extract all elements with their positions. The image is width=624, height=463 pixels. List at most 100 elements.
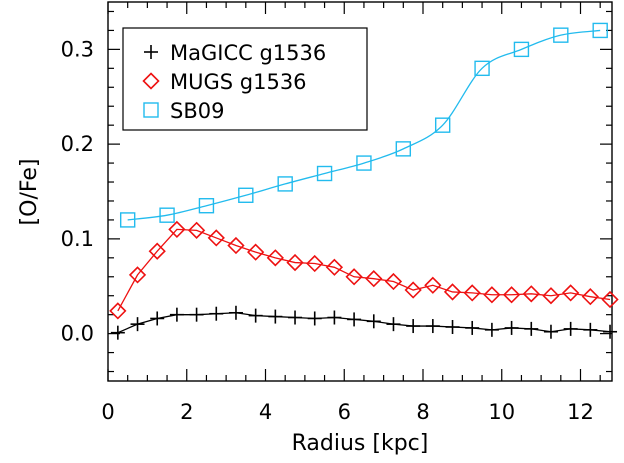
data-point bbox=[228, 305, 243, 320]
data-point bbox=[119, 212, 136, 228]
data-point bbox=[327, 310, 342, 325]
x-tick-label: 12 bbox=[567, 400, 594, 424]
data-point bbox=[406, 319, 421, 334]
x-tick-label: 6 bbox=[338, 400, 351, 424]
data-point bbox=[404, 281, 422, 299]
data-point bbox=[286, 253, 304, 272]
data-point bbox=[543, 324, 558, 339]
data-point bbox=[601, 290, 619, 309]
data-point bbox=[209, 306, 224, 321]
data-point bbox=[316, 165, 333, 182]
x-tick-label: 4 bbox=[259, 400, 272, 424]
legend-item: SB09 bbox=[143, 99, 224, 123]
data-point bbox=[169, 307, 184, 322]
data-point bbox=[148, 242, 166, 260]
legend-item: MaGICC g1536 bbox=[144, 41, 326, 65]
x-tick-label: 0 bbox=[101, 400, 114, 424]
data-point bbox=[248, 308, 263, 323]
data-point bbox=[502, 286, 521, 304]
y-tick-labels: 0.0 0.1 0.2 0.3 bbox=[61, 37, 94, 345]
series-line bbox=[127, 29, 601, 221]
data-point bbox=[238, 187, 254, 203]
data-point bbox=[288, 310, 303, 325]
series-line bbox=[117, 312, 611, 334]
data-point bbox=[268, 309, 283, 324]
legend-marker bbox=[144, 45, 158, 59]
series-diamond bbox=[109, 220, 619, 320]
data-point bbox=[484, 322, 499, 337]
data-point bbox=[445, 319, 460, 334]
data-point bbox=[207, 229, 225, 247]
data-point bbox=[581, 288, 599, 306]
data-point bbox=[356, 155, 372, 171]
series-plus bbox=[110, 305, 618, 340]
data-point bbox=[395, 141, 412, 157]
data-point bbox=[474, 60, 490, 77]
data-point bbox=[513, 41, 530, 58]
series-layer bbox=[109, 22, 619, 340]
data-point bbox=[159, 207, 175, 223]
x-tick-label: 10 bbox=[488, 400, 515, 424]
data-point bbox=[522, 285, 540, 303]
legend-label: MaGICC g1536 bbox=[170, 41, 326, 65]
data-point bbox=[227, 236, 245, 255]
data-point bbox=[130, 317, 145, 332]
x-tick-label: 2 bbox=[180, 400, 193, 424]
data-point bbox=[542, 287, 560, 305]
x-tick-label: 8 bbox=[416, 400, 429, 424]
data-point bbox=[603, 324, 618, 339]
data-point bbox=[524, 321, 539, 336]
y-tick-label: 0.1 bbox=[61, 227, 94, 251]
data-point bbox=[198, 198, 215, 214]
legend-items: MaGICC g1536 MUGS g1536 SB09 bbox=[142, 41, 326, 123]
data-point bbox=[465, 320, 480, 335]
data-point bbox=[384, 272, 403, 291]
legend-label: MUGS g1536 bbox=[170, 70, 307, 94]
x-axis-label: Radius [kpc] bbox=[292, 431, 429, 456]
data-point bbox=[424, 276, 442, 294]
data-point bbox=[266, 249, 284, 267]
data-point bbox=[425, 319, 440, 334]
legend-marker bbox=[143, 102, 159, 118]
legend-item: MUGS g1536 bbox=[142, 70, 307, 94]
data-point bbox=[189, 307, 204, 322]
data-point bbox=[504, 320, 519, 335]
data-point bbox=[592, 22, 608, 39]
data-point bbox=[307, 311, 322, 326]
y-tick-label: 0.2 bbox=[61, 132, 94, 156]
data-point bbox=[563, 321, 578, 336]
data-point bbox=[150, 311, 165, 326]
legend: MaGICC g1536 MUGS g1536 SB09 bbox=[122, 27, 368, 131]
data-point bbox=[345, 268, 363, 286]
data-point bbox=[109, 302, 127, 320]
x-tick-labels: 0 2 4 6 8 10 12 bbox=[101, 400, 594, 424]
legend-box bbox=[122, 27, 368, 131]
data-point bbox=[128, 266, 147, 284]
data-point bbox=[583, 322, 598, 337]
data-point bbox=[277, 176, 293, 192]
y-axis-label: [O/Fe] bbox=[17, 159, 42, 226]
axis-ticks bbox=[107, 2, 612, 381]
data-point bbox=[366, 314, 381, 329]
data-point bbox=[347, 312, 362, 327]
data-point bbox=[562, 284, 580, 302]
data-point bbox=[463, 284, 481, 302]
data-point bbox=[483, 286, 501, 304]
y-tick-label: 0.0 bbox=[61, 322, 94, 346]
data-point bbox=[168, 220, 186, 239]
y-tick-label: 0.3 bbox=[61, 37, 94, 61]
legend-marker bbox=[142, 72, 160, 90]
data-point bbox=[386, 317, 401, 332]
data-point bbox=[553, 27, 569, 43]
series-square bbox=[119, 22, 608, 228]
data-point bbox=[443, 283, 462, 301]
plot-frame bbox=[107, 1, 613, 382]
data-point bbox=[434, 117, 451, 133]
data-point bbox=[325, 258, 344, 276]
data-point bbox=[110, 325, 125, 340]
data-point bbox=[187, 221, 206, 239]
data-point bbox=[365, 270, 383, 288]
legend-label: SB09 bbox=[170, 99, 224, 123]
series-line bbox=[117, 228, 611, 312]
